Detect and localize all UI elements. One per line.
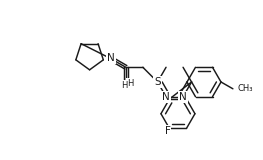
Text: S: S xyxy=(154,77,161,87)
Text: N: N xyxy=(107,53,115,63)
Text: CH₃: CH₃ xyxy=(238,84,253,93)
Text: N: N xyxy=(179,92,187,102)
Text: O: O xyxy=(122,81,130,91)
Text: F: F xyxy=(165,126,170,136)
Text: H: H xyxy=(121,81,127,90)
Text: N: N xyxy=(162,92,170,102)
Text: H: H xyxy=(127,79,133,88)
